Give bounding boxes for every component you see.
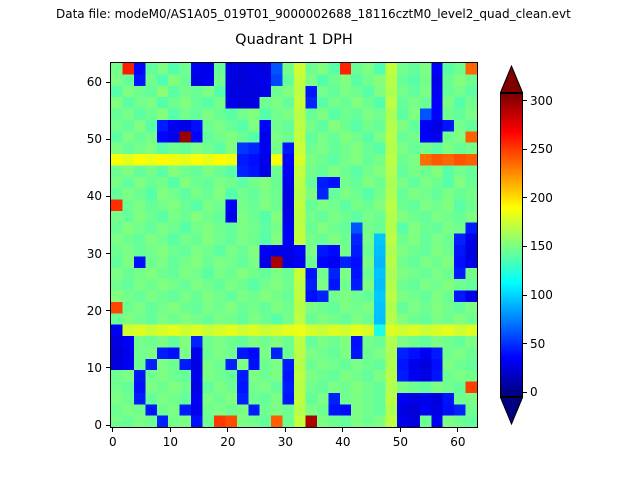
colorbar-tick-mark	[523, 391, 527, 393]
x-tick-mark	[169, 428, 171, 432]
colorbar-tick-mark	[523, 294, 527, 296]
colorbar-tick-mark	[523, 343, 527, 345]
x-tick-label: 60	[450, 435, 466, 449]
colorbar-tick-label: 250	[530, 142, 553, 157]
x-tick-label: 40	[335, 435, 351, 449]
y-tick-mark	[106, 367, 110, 369]
x-tick-mark	[342, 428, 344, 432]
x-tick-mark	[399, 428, 401, 432]
y-tick-mark	[106, 138, 110, 140]
heatmap-canvas	[111, 63, 477, 427]
y-tick-mark	[106, 424, 110, 426]
y-tick-label: 10	[86, 360, 102, 375]
y-tick-mark	[106, 195, 110, 197]
x-tick-mark	[112, 428, 114, 432]
y-tick-mark	[106, 253, 110, 255]
y-tick-label: 0	[94, 418, 102, 433]
chart-title: Quadrant 1 DPH	[235, 32, 353, 48]
x-tick-mark	[227, 428, 229, 432]
x-tick-label: 50	[392, 435, 409, 449]
colorbar-arrow-bottom-icon	[500, 397, 523, 425]
colorbar-arrow-top-icon	[500, 65, 523, 93]
y-tick-mark	[106, 81, 110, 83]
x-tick-label: 10	[162, 435, 179, 449]
y-tick-label: 30	[86, 246, 102, 261]
x-tick-label: 30	[277, 435, 294, 449]
x-tick-mark	[457, 428, 459, 432]
x-tick-label: 0	[109, 435, 117, 449]
colorbar-tick-label: 50	[530, 336, 546, 351]
colorbar-gradient	[500, 93, 523, 397]
colorbar-tick-mark	[523, 148, 527, 150]
colorbar-tick-mark	[523, 100, 527, 102]
y-tick-label: 50	[86, 132, 102, 147]
y-tick-label: 20	[86, 303, 102, 318]
colorbar-tick-label: 100	[530, 288, 553, 303]
colorbar-tick-label: 200	[530, 190, 553, 205]
y-tick-label: 60	[86, 75, 102, 90]
colorbar-tick-label: 150	[530, 239, 553, 254]
x-tick-mark	[284, 428, 286, 432]
colorbar-canvas	[501, 94, 522, 396]
colorbar-tick-label: 300	[530, 93, 553, 108]
colorbar-tick-label: 0	[530, 385, 538, 400]
colorbar-tick-mark	[523, 197, 527, 199]
x-tick-label: 20	[220, 435, 236, 449]
colorbar-tick-mark	[523, 245, 527, 247]
y-tick-label: 40	[86, 189, 102, 204]
y-tick-mark	[106, 310, 110, 312]
heatmap-plot	[110, 62, 478, 428]
datafile-label: Data file: modeM0/AS1A05_019T01_90000026…	[56, 7, 571, 21]
